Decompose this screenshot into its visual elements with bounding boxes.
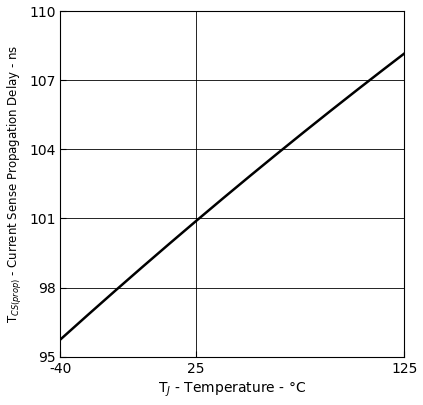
Y-axis label: T$_{CS(prop)}$ - Current Sense Propagation Delay - ns: T$_{CS(prop)}$ - Current Sense Propagati… — [5, 45, 24, 323]
X-axis label: T$_J$ - Temperature - °C: T$_J$ - Temperature - °C — [158, 381, 306, 399]
